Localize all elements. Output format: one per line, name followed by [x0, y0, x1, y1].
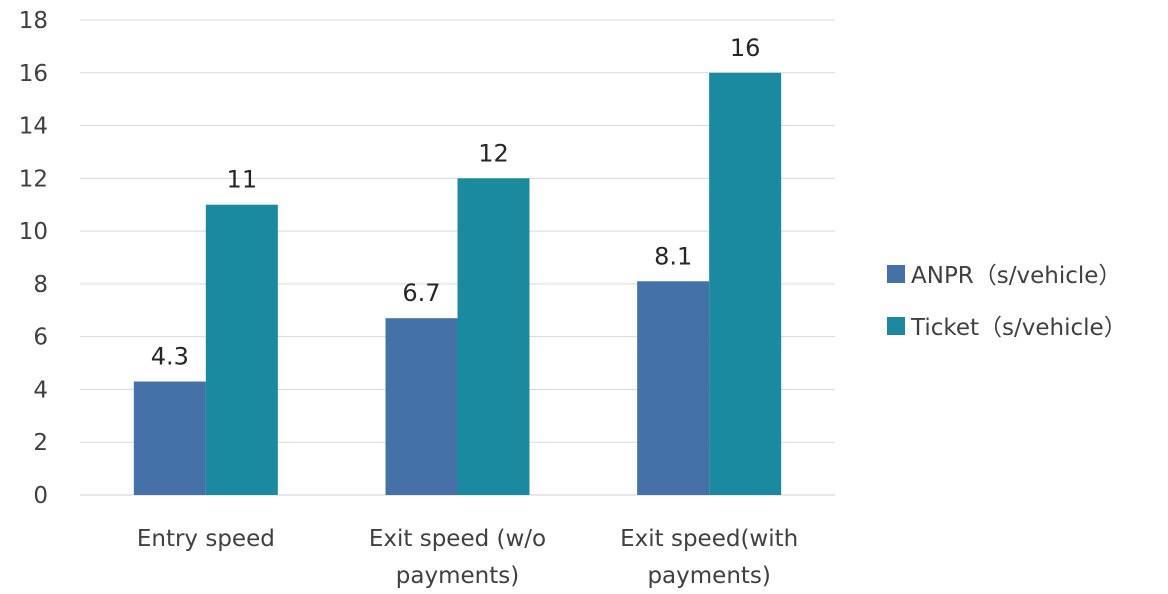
- legend: ANPR（s/vehicle） Ticket（s/vehicle）: [887, 263, 1127, 341]
- bars: [133, 72, 782, 496]
- bar-anpr-2: [637, 281, 710, 495]
- x-axis-categories: Entry speed Exit speed (w/o payments) Exit …: [137, 526, 798, 589]
- y-tick-label-18: 18: [19, 8, 48, 34]
- x-category-label-2: Exit speed(with payments): [620, 526, 798, 589]
- data-label-anpr-1: 6.7: [402, 279, 440, 307]
- y-tick-label-6: 6: [33, 325, 48, 351]
- y-tick-label-14: 14: [19, 114, 48, 140]
- data-label-ticket-1: 12: [478, 139, 509, 167]
- x-category-label-0: Entry speed: [137, 526, 275, 552]
- bar-anpr-0: [133, 381, 206, 495]
- legend-swatch-ticket: [887, 317, 905, 335]
- data-label-ticket-0: 11: [227, 166, 258, 194]
- y-tick-label-0: 0: [33, 483, 48, 509]
- bar-anpr-1: [385, 318, 458, 495]
- y-tick-label-2: 2: [33, 430, 48, 456]
- y-tick-label-10: 10: [19, 219, 48, 245]
- x-category-label-1: Exit speed (w/o payments): [369, 526, 546, 589]
- y-tick-label-8: 8: [33, 272, 48, 298]
- data-label-anpr-2: 8.1: [654, 242, 692, 270]
- data-label-anpr-0: 4.3: [151, 343, 189, 371]
- y-tick-label-12: 12: [19, 166, 48, 192]
- data-labels: 4.3 11 6.7 12 8.1 16: [151, 34, 761, 371]
- legend-label-anpr: ANPR（s/vehicle）: [911, 263, 1121, 289]
- y-tick-label-16: 16: [19, 61, 48, 87]
- bar-ticket-2: [709, 72, 782, 496]
- legend-label-ticket: Ticket（s/vehicle）: [910, 315, 1127, 341]
- y-tick-label-4: 4: [33, 377, 48, 403]
- data-label-ticket-2: 16: [730, 34, 761, 62]
- bar-ticket-0: [205, 204, 278, 495]
- legend-swatch-anpr: [887, 265, 905, 283]
- y-axis-ticks: 0 2 4 6 8 10 12 14 16 18: [19, 8, 48, 509]
- bar-ticket-1: [457, 178, 530, 496]
